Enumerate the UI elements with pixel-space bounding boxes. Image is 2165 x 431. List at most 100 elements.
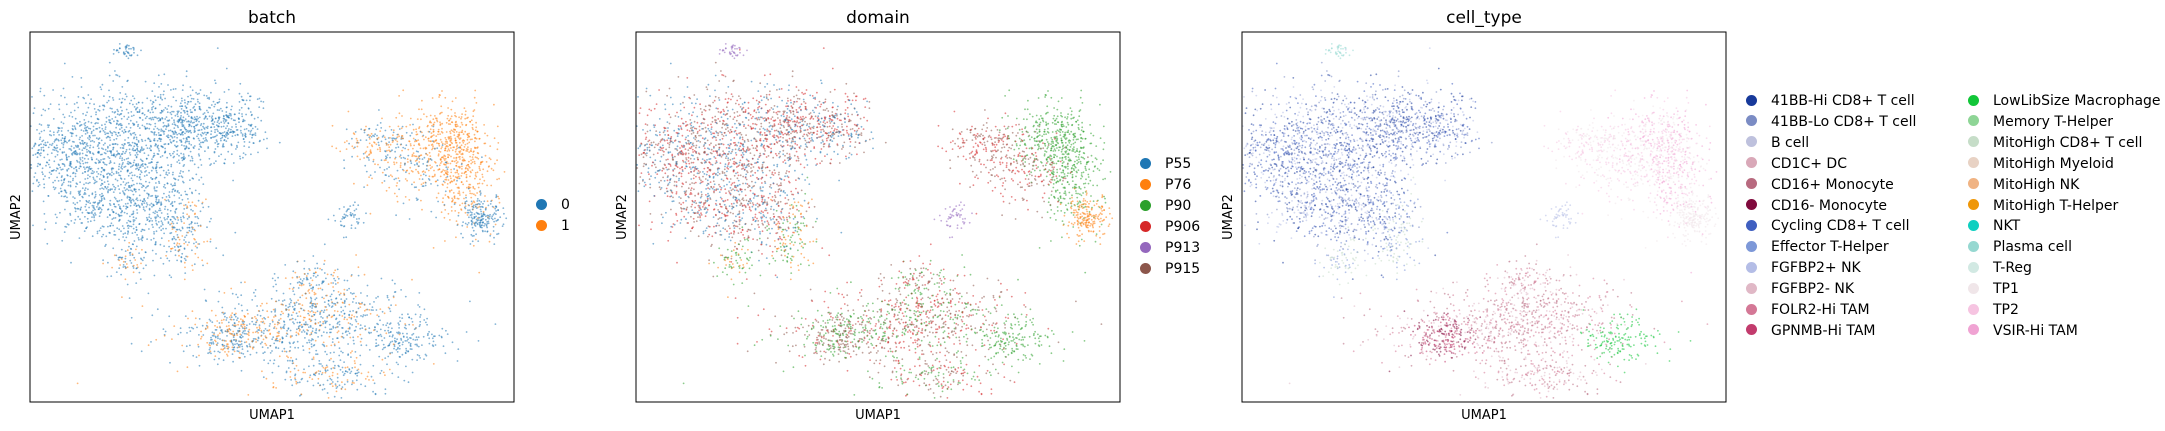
scatter-point [465, 150, 468, 152]
scatter-point [162, 93, 165, 96]
scatter-point [311, 358, 314, 361]
scatter-point [315, 328, 318, 330]
scatter-point [232, 162, 235, 164]
scatter-point [315, 297, 318, 299]
scatter-point [212, 112, 215, 115]
scatter-point [483, 224, 485, 227]
scatter-point [148, 228, 150, 230]
scatter-point [389, 331, 392, 334]
scatter-point [349, 310, 351, 313]
scatter-point [110, 154, 113, 157]
scatter-point [432, 124, 435, 126]
scatter-point [328, 304, 331, 307]
scatter-point [104, 163, 106, 166]
scatter-point [311, 310, 313, 312]
scatter-point [310, 343, 313, 345]
scatter-point [175, 145, 178, 148]
scatter-point [186, 366, 189, 369]
scatter-point [355, 320, 358, 323]
scatter-point [198, 334, 200, 336]
scatter-point [394, 156, 397, 159]
scatter-point [469, 300, 471, 303]
scatter-point [301, 331, 303, 333]
scatter-point [119, 106, 122, 109]
scatter-point [331, 124, 334, 127]
scatter-point [461, 168, 463, 170]
scatter-point [74, 172, 77, 175]
scatter-point [143, 202, 146, 205]
scatter-point [84, 121, 87, 124]
scatter-point [240, 294, 243, 297]
scatter-point [151, 249, 154, 252]
scatter-point [421, 171, 424, 173]
scatter-point [142, 165, 144, 168]
scatter-point [251, 317, 254, 319]
scatter-point [238, 327, 241, 330]
scatter-point [449, 143, 452, 146]
scatter-point [289, 346, 292, 348]
scatter-point [439, 113, 441, 115]
scatter-point [171, 238, 174, 241]
scatter-point [357, 322, 360, 325]
scatter-point [462, 158, 465, 161]
scatter-point [126, 188, 128, 191]
scatter-point [126, 266, 129, 269]
scatter-point [402, 335, 405, 338]
scatter-point [145, 264, 147, 267]
scatter-point [418, 158, 421, 160]
scatter-point [308, 365, 310, 368]
scatter-point [72, 202, 75, 204]
scatter-point [181, 198, 184, 201]
scatter-point [293, 293, 296, 296]
scatter-point [87, 158, 90, 160]
scatter-point [101, 147, 103, 150]
scatter-point [453, 134, 456, 137]
scatter-point [150, 202, 153, 205]
scatter-point [348, 208, 350, 210]
scatter-point [328, 314, 330, 316]
scatter-point [434, 344, 437, 346]
scatter-point [54, 139, 56, 142]
scatter-point [357, 204, 360, 207]
scatter-point [456, 170, 459, 172]
scatter-point [418, 325, 421, 328]
scatter-point [236, 146, 239, 149]
scatter-point [255, 341, 257, 343]
scatter-point [155, 167, 157, 170]
scatter-point [100, 179, 103, 182]
scatter-point [338, 293, 341, 296]
scatter-point [209, 238, 212, 241]
scatter-point [248, 343, 251, 345]
scatter-point [128, 129, 131, 132]
scatter-point [94, 195, 97, 198]
scatter-point [380, 127, 383, 129]
scatter-point [217, 350, 220, 353]
scatter-point [164, 187, 167, 189]
scatter-point [223, 162, 226, 165]
scatter-point [384, 329, 386, 332]
scatter-point [468, 160, 470, 163]
scatter-point [353, 209, 356, 212]
scatter-point [223, 139, 226, 141]
scatter-point [314, 305, 317, 308]
scatter-point [317, 322, 320, 324]
scatter-point [112, 80, 115, 82]
scatter-point [478, 213, 481, 216]
scatter-point [175, 132, 178, 134]
scatter-point [489, 158, 492, 161]
scatter-point [100, 88, 103, 91]
scatter-point [162, 328, 165, 330]
scatter-point [112, 183, 114, 186]
scatter-point [467, 211, 470, 214]
scatter-point [151, 205, 153, 208]
scatter-point [72, 177, 74, 180]
scatter-point [71, 152, 74, 154]
scatter-point [287, 306, 290, 309]
scatter-point [415, 140, 418, 142]
scatter-point [151, 107, 153, 109]
scatter-point [83, 183, 85, 186]
scatter-point [145, 205, 148, 208]
scatter-point [381, 339, 383, 342]
scatter-point [123, 115, 126, 118]
scatter-point [380, 159, 383, 162]
